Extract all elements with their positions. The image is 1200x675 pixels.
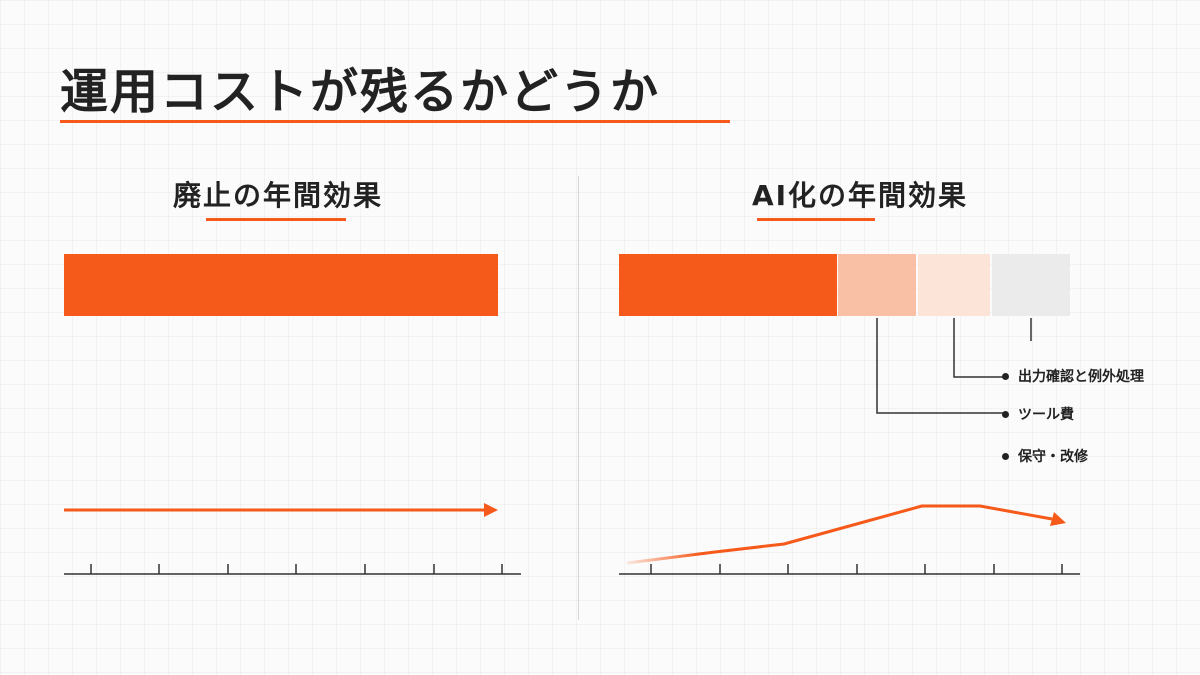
tool-cost-segment xyxy=(918,254,990,316)
review-cost-segment xyxy=(992,254,1070,316)
connector-tool xyxy=(953,318,1003,378)
right-trend-arrowhead xyxy=(1050,512,1066,526)
left-timeline-ticks xyxy=(90,564,503,574)
left-panel-heading: 廃止の年間効果 xyxy=(172,179,383,212)
right-heading-underline xyxy=(757,218,875,221)
legend-item-review: 出力確認と例外処理 xyxy=(1002,366,1144,386)
left-trend-arrowhead xyxy=(484,503,498,517)
legend-dot xyxy=(1002,410,1009,418)
panel-divider xyxy=(578,176,579,620)
title-underline xyxy=(60,120,730,123)
right-trend-line xyxy=(626,504,1053,565)
legend-dot xyxy=(1002,372,1009,380)
legend-label: 保守・改修 xyxy=(1018,449,1088,465)
legend-dot xyxy=(1002,452,1009,460)
connector-maintenance xyxy=(876,318,1003,414)
legend-item-maintenance: 保守・改修 xyxy=(1002,446,1088,466)
right-timeline-ticks xyxy=(650,564,1063,574)
legend-item-tool: ツール費 xyxy=(1002,404,1074,424)
legend-label: 出力確認と例外処理 xyxy=(1018,369,1144,385)
right-panel-heading: AI化の年間効果 xyxy=(751,179,969,212)
legend-label: ツール費 xyxy=(1018,407,1074,423)
ai-net-effect-bar xyxy=(619,254,837,316)
abolition-effect-bar xyxy=(64,254,498,316)
maintenance-cost-segment xyxy=(838,254,916,316)
page-title: 運用コストが残るかどうか xyxy=(60,64,661,120)
left-heading-underline xyxy=(206,218,346,221)
